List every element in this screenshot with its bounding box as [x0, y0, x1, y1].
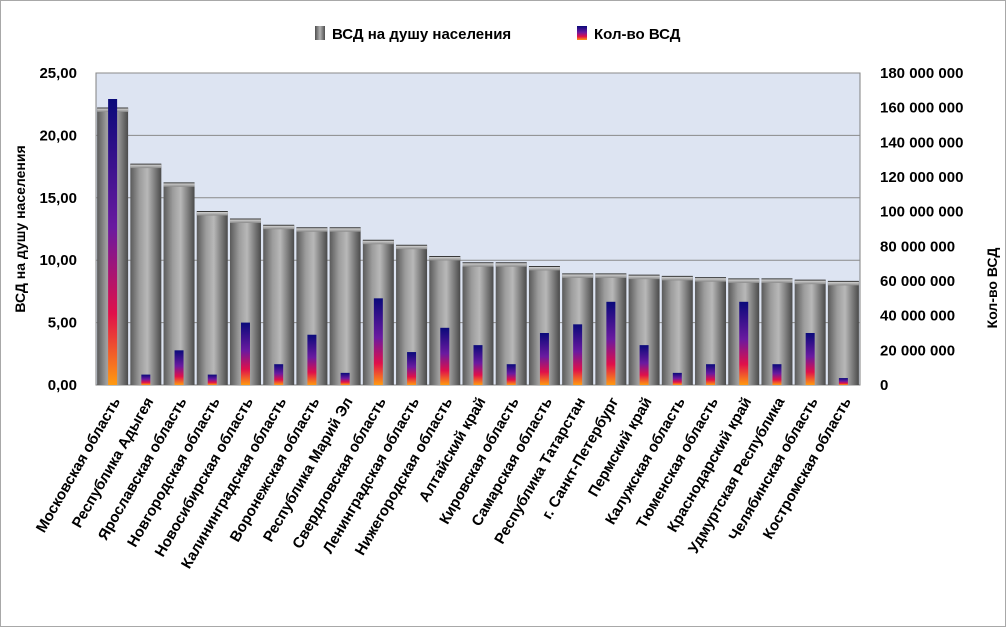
bar-vsd-count — [108, 99, 118, 385]
y-tick-label-right: 140 000 000 — [880, 134, 963, 151]
legend-label-vsd-per-capita: ВСД на душу населения — [332, 26, 511, 43]
bar-vsd-count — [141, 374, 151, 385]
y-axis-title-right: Кол-во ВСД — [984, 248, 1000, 329]
bar-vsd-count — [838, 378, 848, 385]
bar-vsd-count — [307, 334, 317, 385]
bar-vsd-count — [407, 352, 417, 385]
y-tick-label-right: 20 000 000 — [880, 342, 955, 359]
bar-vsd-count — [440, 327, 450, 385]
bar-vsd-per-capita — [827, 280, 859, 385]
y-tick-label-right: 120 000 000 — [880, 169, 963, 186]
bar-vsd-count — [606, 301, 616, 385]
y-tick-label-right: 60 000 000 — [880, 273, 955, 290]
y-tick-label-left: 15,00 — [39, 190, 77, 207]
bar-vsd-count — [739, 301, 749, 385]
bar-vsd-count — [174, 350, 184, 385]
y-tick-label-right: 40 000 000 — [880, 308, 955, 325]
bar-vsd-count — [340, 372, 350, 385]
bar-vsd-count — [672, 372, 682, 385]
bar-vsd-count — [706, 364, 716, 385]
y-axis-title-left: ВСД на душу населения — [12, 145, 28, 312]
y-tick-label-right: 100 000 000 — [880, 204, 963, 221]
y-tick-label-left: 5,00 — [48, 315, 77, 332]
bar-vsd-per-capita — [130, 163, 162, 385]
bar-vsd-per-capita — [329, 227, 361, 385]
y-tick-label-right: 180 000 000 — [880, 65, 963, 82]
bar-vsd-per-capita — [429, 255, 461, 385]
y-tick-label-right: 0 — [880, 377, 888, 394]
bar-vsd-count — [573, 324, 583, 385]
legend-swatch-vsd-per-capita — [315, 26, 325, 40]
y-tick-label-left: 10,00 — [39, 252, 77, 269]
bar-vsd-count — [805, 333, 815, 385]
bar-vsd-count — [473, 345, 483, 385]
bar-vsd-per-capita — [196, 211, 228, 385]
y-tick-label-left: 20,00 — [39, 127, 77, 144]
legend-swatch-vsd-count — [577, 26, 587, 40]
bar-vsd-per-capita — [661, 275, 693, 385]
y-tick-label-right: 80 000 000 — [880, 238, 955, 255]
bar-vsd-count — [506, 364, 516, 385]
bar-vsd-count — [772, 364, 782, 385]
y-tick-label-left: 0,00 — [48, 377, 77, 394]
bar-vsd-count — [240, 322, 250, 385]
bar-vsd-count — [373, 298, 383, 385]
bar-vsd-count — [639, 345, 649, 385]
left-axis-ticks: 0,00 5,00 10,00 15,00 20,00 25,00 — [39, 65, 77, 394]
y-tick-label-right: 160 000 000 — [880, 100, 963, 117]
legend-label-vsd-count: Кол-во ВСД — [594, 26, 681, 43]
bar-vsd-count — [207, 374, 217, 385]
right-axis-ticks: 0 20 000 000 40 000 000 60 000 000 80 000 00… — [880, 65, 963, 394]
y-tick-label-left: 25,00 — [39, 65, 77, 82]
bar-vsd-per-capita — [263, 224, 295, 385]
bars-layer — [97, 99, 859, 385]
bar-vsd-count — [274, 364, 284, 385]
legend: ВСД на душу населения Кол-во ВСД — [315, 26, 681, 43]
bar-vsd-count — [539, 333, 549, 385]
